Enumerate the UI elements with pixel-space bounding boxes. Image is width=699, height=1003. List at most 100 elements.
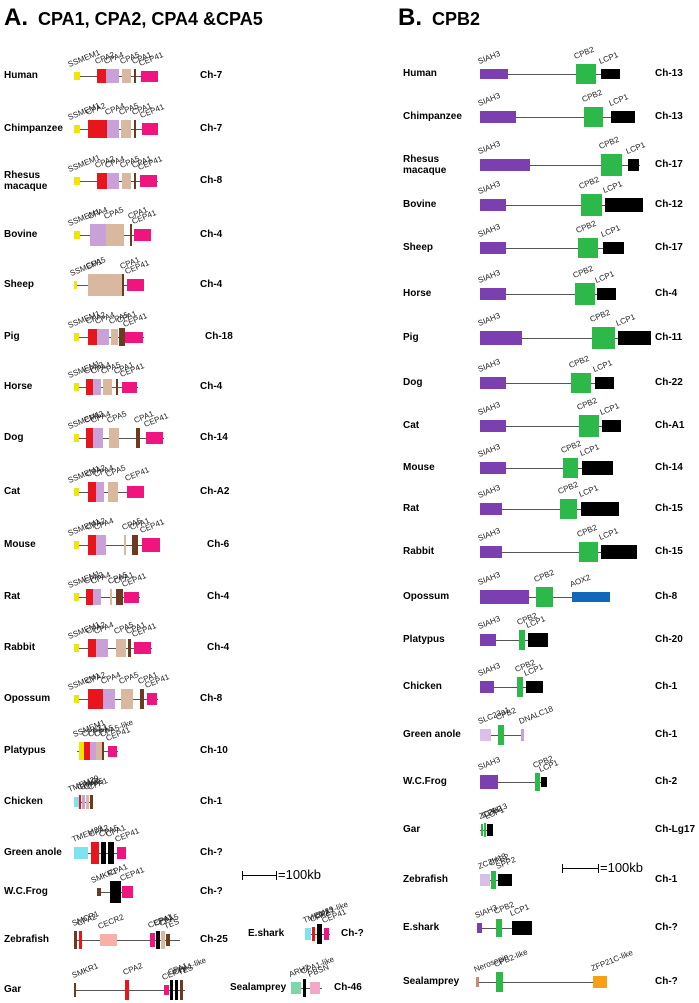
gene-block-b-17-2 bbox=[487, 824, 493, 836]
gene-block-a-5-4 bbox=[119, 328, 125, 346]
gene-block-a-9-1 bbox=[88, 535, 96, 555]
chromosome-label-a-11: Ch-4 bbox=[207, 642, 230, 653]
gene-block-a-11-4 bbox=[128, 639, 131, 657]
gene-block-b-20-1 bbox=[496, 972, 503, 992]
panel-a-letter: A. bbox=[4, 4, 28, 31]
chromosome-label-a-16: Ch-? bbox=[200, 886, 223, 897]
gene-line-b-17 bbox=[480, 830, 493, 831]
gene-block-b-4-2 bbox=[603, 242, 624, 254]
gene-block-a-1-4 bbox=[134, 120, 136, 138]
gene-block-a-10-4 bbox=[116, 589, 123, 605]
gene-block-a-15-2 bbox=[101, 842, 106, 864]
gene-label-b-6-2: LCP1 bbox=[614, 312, 637, 328]
gene-label-b-7-1: CPB2 bbox=[567, 353, 591, 370]
scale-bar-b-right-tick bbox=[598, 864, 599, 873]
chromosome-label-b-11: Ch-15 bbox=[655, 546, 683, 557]
gene-block-a-15-4 bbox=[117, 847, 126, 859]
gene-block-b-12-0 bbox=[480, 590, 529, 604]
chromosome-label-b-6: Ch-11 bbox=[655, 332, 683, 343]
gene-block-a-13-0 bbox=[79, 742, 84, 760]
gene-block-b-8-1 bbox=[579, 415, 599, 437]
species-label-a-11: Rabbit bbox=[4, 642, 36, 653]
gene-block-a-12-4 bbox=[140, 689, 144, 709]
gene-block-a-2-3 bbox=[122, 173, 131, 189]
gene-line-b-13 bbox=[480, 640, 548, 641]
gene-block-a-14-0 bbox=[74, 797, 79, 807]
gene-block-a-14-3 bbox=[86, 795, 89, 809]
panel-a-title: A. CPA1, CPA2, CPA4 &CPA5 bbox=[4, 4, 263, 32]
gene-label-a-18-0: SMKR1 bbox=[70, 961, 100, 980]
chromosome-label-b-1: Ch-13 bbox=[655, 111, 683, 122]
gene-block-a-13-1 bbox=[84, 742, 90, 760]
chromosome-label-b-13: Ch-20 bbox=[655, 634, 683, 645]
species-label-b-8: Cat bbox=[403, 420, 420, 431]
gene-block-b-4-0 bbox=[480, 242, 506, 254]
gene-block-a-8-1 bbox=[88, 482, 96, 502]
gene-block-a-1-2 bbox=[107, 120, 119, 138]
gene-line-a-17 bbox=[74, 940, 180, 941]
gene-label-b-6-1: CPB2 bbox=[588, 307, 612, 324]
gene-block-b-3-2 bbox=[605, 198, 643, 212]
gene-line-b-5 bbox=[480, 294, 616, 295]
gene-block-a-18-3 bbox=[170, 980, 173, 1000]
gene-block-b-19-1 bbox=[496, 919, 502, 937]
gene-block-b-3-1 bbox=[581, 194, 602, 216]
gene-label-b-10-1: CPB2 bbox=[556, 479, 580, 496]
gene-label-b-12-1: CPB2 bbox=[532, 567, 556, 584]
chromosome-label-b-2: Ch-17 bbox=[655, 159, 683, 170]
gene-block-a-0-3 bbox=[122, 69, 131, 83]
gene-block-b-0-2 bbox=[601, 69, 620, 79]
species-label-a-5: Pig bbox=[4, 331, 20, 342]
gene-label-b-4-0: SIAH3 bbox=[476, 221, 502, 239]
gene-label-b-1-2: LCP1 bbox=[607, 92, 630, 108]
gene-block-b-17-1 bbox=[484, 823, 486, 837]
gene-block-b-6-0 bbox=[480, 331, 522, 345]
species-label-b-15: Green anole bbox=[403, 729, 461, 740]
gene-block-a-1-0 bbox=[74, 125, 80, 133]
gene-label-b-11-1: CPB2 bbox=[575, 522, 599, 539]
gene-block-a-6-2 bbox=[93, 379, 101, 395]
gene-block-a-18-1 bbox=[125, 980, 129, 1000]
gene-block-b-9-1 bbox=[563, 458, 578, 478]
gene-block-b-1-2 bbox=[611, 111, 635, 123]
gene-block-b-16-0 bbox=[480, 775, 498, 789]
gene-block-a-12-1 bbox=[88, 689, 103, 709]
scale-bar-a-right-tick bbox=[276, 871, 277, 880]
gene-label-b-14-0: SIAH3 bbox=[476, 660, 502, 678]
chromosome-label-a-5: Ch-18 bbox=[205, 331, 233, 342]
gene-block-a-4-1 bbox=[88, 274, 122, 296]
gene-block-a-6-5 bbox=[122, 381, 137, 393]
gene-label-b-20-1: CPB2-like bbox=[492, 947, 529, 969]
gene-line-b-1 bbox=[480, 117, 635, 118]
species-label-a-eshark: E.shark bbox=[248, 928, 285, 939]
species-label-b-16: W.C.Frog bbox=[403, 776, 447, 787]
gene-line-a-5 bbox=[77, 337, 144, 338]
gene-label-b-6-0: SIAH3 bbox=[476, 310, 502, 328]
gene-block-a-14-1 bbox=[79, 795, 81, 809]
gene-block-b-6-2 bbox=[618, 331, 651, 345]
species-label-b-11: Rabbit bbox=[403, 546, 435, 557]
gene-block-a-9-5 bbox=[142, 538, 160, 552]
gene-block-a-sealamprey-2 bbox=[310, 982, 320, 994]
gene-block-b-16-1 bbox=[535, 773, 540, 791]
scale-bar-a-label: =100kb bbox=[278, 867, 322, 882]
chromosome-label-b-3: Ch-12 bbox=[655, 199, 683, 210]
gene-label-b-1-0: SIAH3 bbox=[476, 90, 502, 108]
gene-label-a-17-1: CPA2 bbox=[75, 912, 98, 928]
gene-block-a-2-2 bbox=[107, 173, 119, 189]
gene-label-b-13-0: SIAH3 bbox=[476, 613, 502, 631]
gene-block-a-0-0 bbox=[74, 72, 80, 80]
gene-block-a-9-0 bbox=[74, 541, 79, 549]
gene-line-b-6 bbox=[480, 338, 651, 339]
gene-block-b-4-1 bbox=[578, 238, 598, 258]
species-label-b-1: Chimpanzee bbox=[403, 111, 462, 122]
species-label-b-7: Dog bbox=[403, 377, 423, 388]
gene-block-b-20-0 bbox=[476, 977, 479, 987]
gene-block-a-17-1 bbox=[79, 931, 82, 949]
gene-block-a-10-3 bbox=[110, 589, 112, 605]
gene-block-b-6-1 bbox=[592, 327, 615, 349]
gene-label-b-11-0: SIAH3 bbox=[476, 525, 502, 543]
species-label-b-18: Zebrafish bbox=[403, 874, 449, 885]
gene-label-b-1-1: CPB2 bbox=[580, 87, 604, 104]
gene-line-b-3 bbox=[480, 205, 643, 206]
